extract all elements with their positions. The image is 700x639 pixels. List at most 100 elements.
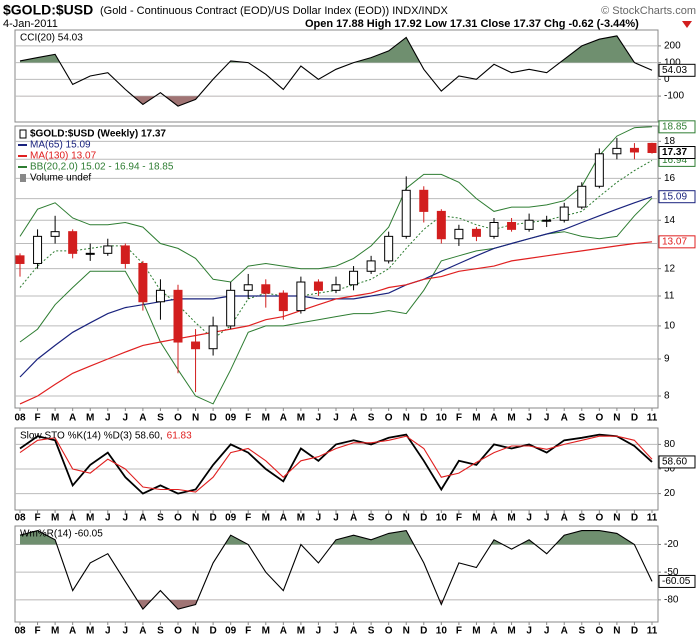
x-tick-label: N — [613, 513, 620, 524]
x-tick-label: A — [69, 626, 76, 637]
bollinger-middle — [19, 159, 653, 340]
candle-body — [419, 189, 429, 212]
x-tick-label: 10 — [436, 626, 448, 637]
moving-average — [19, 241, 653, 405]
x-tick-label: M — [262, 626, 270, 637]
y-tick-label: 8 — [664, 391, 670, 402]
x-tick-label: S — [578, 413, 585, 424]
legend-entry: BB(20,2.0) 15.02 - 16.94 - 18.85 — [30, 162, 174, 173]
candle-body — [559, 206, 569, 221]
oversold-fill — [133, 96, 199, 107]
x-tick-label: N — [403, 413, 410, 424]
x-tick-label: 11 — [647, 413, 658, 424]
y-tick-label: 12 — [664, 263, 676, 274]
x-tick-label: N — [192, 626, 199, 637]
candle-body — [261, 284, 271, 294]
x-tick-label: J — [123, 626, 129, 637]
x-tick-label: A — [69, 513, 76, 524]
x-tick-label: O — [174, 413, 182, 424]
x-tick-label: A — [561, 413, 568, 424]
legend-entry: 61.83 — [167, 431, 192, 442]
x-tick-label: F — [456, 626, 462, 637]
x-tick-label: J — [544, 626, 550, 637]
x-tick-label: O — [385, 513, 393, 524]
bollinger-upper — [19, 126, 653, 283]
candle-body — [278, 292, 288, 312]
copyright: © StockCharts.com — [601, 5, 696, 17]
x-tick-label: D — [209, 413, 216, 424]
candle-body — [85, 252, 95, 255]
x-tick-label: S — [157, 513, 164, 524]
value-box-label: 13.07 — [662, 236, 687, 247]
x-tick-label: A — [139, 626, 146, 637]
x-tick-label: O — [174, 626, 182, 637]
x-tick-label: M — [472, 626, 480, 637]
overbought-fill — [20, 530, 635, 545]
quote: Open 17.88 High 17.92 Low 17.31 Close 17… — [305, 18, 639, 30]
x-tick-label: 09 — [225, 413, 237, 424]
x-tick-label: F — [245, 413, 251, 424]
x-tick-label: J — [105, 413, 111, 424]
candle-body — [612, 147, 622, 155]
candle-body — [313, 281, 323, 291]
legend-swatch — [20, 174, 26, 182]
x-tick-label: M — [472, 513, 480, 524]
x-tick-label: J — [526, 413, 532, 424]
x-tick-label: J — [123, 513, 129, 524]
y-tick-label: 20 — [664, 488, 676, 499]
x-tick-label: D — [209, 626, 216, 637]
x-tick-label: D — [209, 513, 216, 524]
value-box-label: 58.60 — [662, 457, 687, 468]
x-tick-label: S — [157, 626, 164, 637]
x-tick-label: 10 — [436, 513, 448, 524]
y-tick-label: -20 — [664, 539, 679, 550]
value-box — [658, 455, 696, 469]
legend-entry: $GOLD:$USD (Weekly) 17.37 — [30, 129, 166, 140]
value-box — [658, 190, 696, 204]
y-tick-label: 100 — [664, 57, 681, 68]
x-tick-label: M — [472, 413, 480, 424]
x-tick-label: F — [456, 513, 462, 524]
y-tick-label: 11 — [664, 291, 675, 302]
chart-title: $GOLD:$USD — [3, 2, 93, 18]
candle-body — [120, 245, 130, 264]
x-tick-label: N — [613, 413, 620, 424]
x-tick-label: M — [86, 413, 94, 424]
x-tick-label: F — [245, 626, 251, 637]
x-tick-label: M — [297, 413, 305, 424]
x-tick-label: A — [490, 513, 497, 524]
down-arrow — [682, 21, 692, 28]
candle-body — [454, 228, 464, 240]
x-tick-label: A — [490, 413, 497, 424]
description: (Gold - Continuous Contract (EOD)/US Dol… — [100, 5, 448, 17]
candle-body — [15, 255, 25, 264]
candle-body — [138, 262, 148, 303]
x-tick-label: J — [526, 626, 532, 637]
candle-body — [331, 284, 341, 291]
x-tick-label: A — [561, 513, 568, 524]
panel — [15, 35, 658, 107]
candle-body — [594, 153, 604, 187]
legend-swatch — [19, 129, 27, 139]
x-tick-label: D — [631, 513, 638, 524]
x-tick-label: J — [526, 513, 532, 524]
indicator-line — [19, 529, 653, 610]
x-tick-label: J — [316, 513, 322, 524]
x-tick-label: S — [578, 626, 585, 637]
candle-body — [50, 231, 60, 237]
x-tick-label: J — [333, 513, 339, 524]
value-box — [658, 235, 696, 249]
x-tick-label: A — [280, 413, 287, 424]
candle-body — [191, 341, 201, 350]
x-tick-label: J — [544, 513, 550, 524]
x-tick-label: M — [507, 626, 515, 637]
x-tick-label: J — [544, 413, 550, 424]
x-tick-label: J — [333, 626, 339, 637]
x-tick-label: 09 — [225, 513, 237, 524]
candle-body — [208, 325, 218, 350]
x-tick-label: 10 — [436, 413, 448, 424]
x-tick-label: M — [51, 413, 59, 424]
y-tick-label: 9 — [664, 354, 670, 365]
date: 4-Jan-2011 — [3, 18, 58, 30]
